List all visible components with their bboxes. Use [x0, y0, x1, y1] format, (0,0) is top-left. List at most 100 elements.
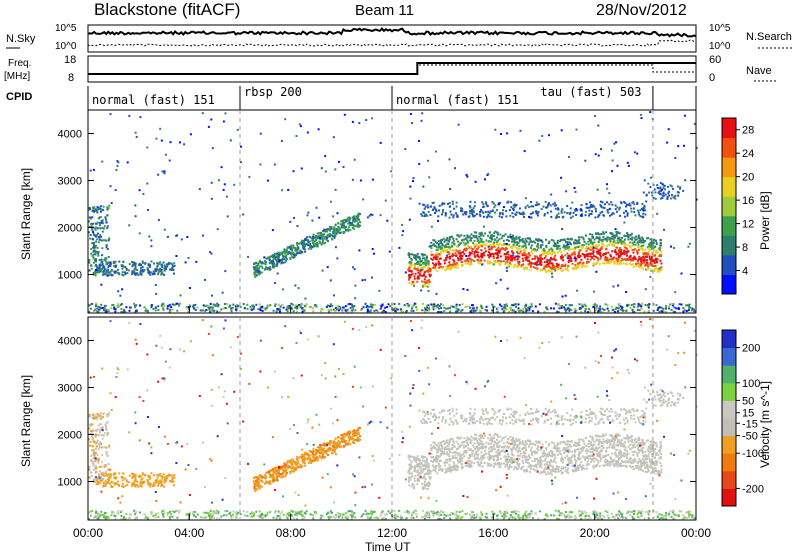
- power-pixel: [285, 257, 288, 260]
- power-pixel: [575, 128, 578, 131]
- power-pixel: [459, 209, 462, 212]
- velocity-pixel: [457, 459, 459, 462]
- velocity-pixel: [623, 453, 626, 456]
- power-pixel: [476, 237, 479, 240]
- power-pixel: [168, 159, 171, 162]
- power-pixel: [563, 238, 566, 241]
- power-pixel: [356, 214, 359, 217]
- power-pixel: [101, 239, 104, 242]
- power-pixel: [606, 304, 609, 307]
- velocity-pixel: [418, 463, 421, 466]
- power-pixel: [92, 261, 95, 264]
- power-pixel: [560, 210, 563, 212]
- power-pixel: [330, 234, 333, 237]
- power-pixel: [153, 262, 155, 265]
- power-pixel: [510, 201, 513, 204]
- power-pixel: [511, 251, 514, 254]
- power-pixel: [336, 212, 339, 215]
- power-pixel: [515, 211, 518, 214]
- power-pixel: [498, 263, 501, 266]
- power-pixel: [308, 240, 311, 243]
- power-pixel: [101, 222, 104, 225]
- power-pixel: [96, 266, 99, 269]
- power-pixel: [642, 267, 645, 270]
- velocity-pixel: [502, 446, 505, 449]
- power-pixel: [517, 303, 520, 306]
- power-pixel: [472, 242, 475, 245]
- power-pixel: [540, 268, 543, 271]
- power-pixel: [537, 214, 539, 217]
- power-pixel: [546, 253, 549, 256]
- power-pixel: [526, 256, 529, 259]
- power-pixel: [491, 201, 494, 203]
- power-pixel: [660, 266, 663, 269]
- velocity-pixel: [591, 436, 594, 439]
- power-pixel: [448, 158, 451, 161]
- velocity-pixel: [555, 465, 558, 468]
- velocity-pixel: [525, 468, 528, 471]
- power-pixel: [274, 265, 277, 267]
- power-pixel: [347, 218, 350, 221]
- power-pixel: [282, 254, 284, 257]
- power-pixel: [509, 214, 512, 217]
- power-pixel: [319, 237, 322, 239]
- power-pixel: [466, 239, 469, 242]
- power-pixel: [651, 265, 654, 268]
- velocity-pixel: [633, 451, 635, 454]
- power-pixel: [603, 232, 605, 235]
- power-pixel: [449, 255, 452, 258]
- velocity-pixel: [523, 456, 526, 459]
- power-pixel: [609, 240, 612, 243]
- power-pixel: [507, 244, 510, 247]
- power-pixel: [475, 248, 478, 251]
- power-pixel: [293, 254, 295, 257]
- power-pixel: [543, 310, 546, 313]
- power-pixel: [438, 245, 441, 248]
- power-pixel: [120, 307, 123, 310]
- power-pixel: [507, 253, 510, 256]
- power-pixel: [666, 141, 669, 144]
- power-pixel: [122, 311, 125, 314]
- power-pixel: [479, 310, 482, 313]
- power-pixel: [464, 248, 467, 251]
- velocity-pixel: [417, 468, 420, 471]
- power-pixel: [283, 248, 286, 251]
- power-pixel: [280, 261, 283, 264]
- power-pixel: [630, 304, 633, 306]
- power-pixel: [163, 304, 166, 307]
- power-pixel: [302, 247, 305, 250]
- power-pixel: [600, 238, 603, 241]
- power-pixel: [597, 124, 600, 127]
- power-pixel: [643, 204, 646, 207]
- velocity-pixel: [527, 465, 530, 468]
- velocity-pixel: [574, 462, 577, 465]
- power-pixel: [101, 230, 104, 233]
- power-pixel: [289, 258, 292, 261]
- power-pixel: [636, 252, 639, 255]
- power-pixel: [298, 123, 301, 126]
- power-pixel: [593, 255, 595, 258]
- power-pixel: [484, 242, 487, 245]
- velocity-pixel: [654, 467, 657, 470]
- power-pixel: [443, 202, 446, 205]
- power-pixel: [450, 244, 453, 247]
- power-pixel: [470, 239, 473, 242]
- power-pixel: [613, 142, 616, 145]
- power-pixel: [439, 242, 442, 245]
- power-pixel: [452, 216, 455, 219]
- power-pixel: [171, 264, 174, 267]
- velocity-pixel: [466, 464, 468, 467]
- power-pixel: [127, 269, 130, 272]
- power-pixel: [134, 267, 137, 270]
- power-pixel: [309, 306, 312, 309]
- power-pixel: [591, 236, 594, 239]
- power-pixel: [616, 206, 619, 209]
- power-pixel: [550, 307, 553, 310]
- power-pixel: [307, 240, 309, 243]
- power-pixel: [501, 213, 504, 216]
- power-pixel: [318, 234, 321, 237]
- power-pixel: [394, 310, 397, 312]
- power-pixel: [140, 266, 143, 269]
- power-pixel: [455, 303, 458, 306]
- power-pixel: [603, 207, 606, 209]
